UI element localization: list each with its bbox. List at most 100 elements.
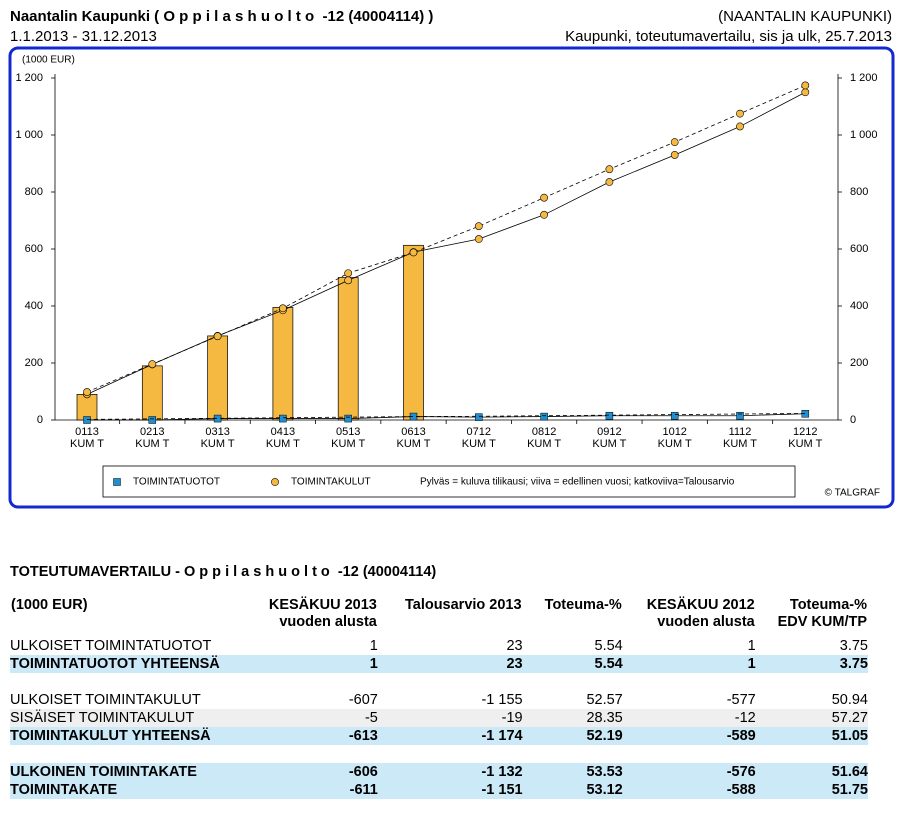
column-header: Toteuma-% EDV KUM/TP (756, 596, 868, 637)
bar (337, 277, 359, 421)
y-tick-label: 1 200 (15, 72, 43, 84)
x-tick-label: 0213 (140, 426, 164, 438)
y2-tick-label: 200 (850, 357, 868, 369)
point (801, 88, 810, 97)
point (148, 416, 157, 424)
chart-frame (8, 46, 895, 509)
bar (272, 307, 294, 421)
cell: -613 (256, 727, 378, 745)
point (148, 360, 157, 369)
column-header: KESÄKUU 2012 vuoden alusta (623, 596, 756, 637)
table: (1000 EUR) KESÄKUU 2013 vuoden alusta Talou… (10, 596, 868, 799)
point (279, 414, 287, 423)
header-text: Talousarvio 2013 (404, 597, 522, 613)
legend-marker (271, 478, 279, 486)
cell: 1 (747, 638, 756, 654)
cell: 28.35 (522, 709, 623, 727)
chart: (1000 EUR) Pylväs = kuluva tilikausi; vi… (8, 46, 895, 509)
x-tick-unit: KUM T (658, 438, 692, 450)
x-tick-unit: KUM T (462, 438, 496, 450)
point (605, 178, 614, 186)
column-header: KESÄKUU 2013 vuoden alusta (257, 596, 378, 637)
x-tick-label: 0712 (467, 426, 491, 438)
cell: 1 (622, 655, 756, 673)
cell: 23 (506, 638, 523, 654)
header-text: Toteuma-% (544, 597, 622, 613)
column-header: (1000 EUR) (10, 596, 257, 637)
point (605, 165, 614, 174)
point (605, 411, 614, 420)
point (736, 411, 744, 420)
cell: TOIMINTATUOTOT YHTEENSÄ (10, 655, 257, 673)
report-period: 1.1.2013 - 31.12.2013 (10, 28, 157, 45)
cell: -19 (377, 709, 523, 727)
cell: -606 (256, 763, 378, 781)
point (344, 414, 352, 423)
cell: -5 (256, 709, 378, 727)
x-tick-unit: KUM T (201, 438, 235, 450)
x-tick-unit: KUM T (527, 438, 561, 450)
header-text: vuoden alusta (279, 614, 377, 630)
header-text: (1000 EUR) (11, 597, 88, 613)
table-row: TOIMINTATUOTOT YHTEENSÄ 1 23 5.54 1 3.75 (10, 655, 868, 673)
cell: 51.64 (755, 763, 868, 781)
cell: -1 155 (481, 692, 523, 708)
cell: 53.12 (522, 781, 623, 799)
x-tick-label: 0812 (532, 426, 556, 438)
x-tick-unit: KUM T (592, 438, 626, 450)
point (474, 222, 483, 231)
table-row: SISÄISET TOIMINTAKULUT -5 -19 28.35 -12 57.27 (10, 709, 868, 727)
cell: 52.19 (522, 727, 623, 745)
y-tick-label: 0 (37, 414, 43, 426)
cell: 53.53 (522, 763, 623, 781)
x-tick-unit: KUM T (788, 438, 822, 450)
y2-tick-label: 1 200 (850, 72, 878, 84)
x-tick-label: 0113 (75, 426, 99, 438)
cell: 51.05 (755, 727, 868, 745)
x-tick-label: 1012 (662, 426, 686, 438)
bar (403, 244, 424, 421)
y2-tick-label: 800 (850, 186, 868, 198)
y2-tick-label: 600 (850, 243, 868, 255)
y2-tick-label: 0 (850, 414, 856, 426)
header-text: EDV KUM/TP (777, 614, 867, 630)
cell: -588 (622, 781, 756, 799)
y2-tick-label: 1 000 (850, 129, 878, 141)
x-tick-label: 0613 (401, 426, 425, 438)
header-text: vuoden alusta (657, 614, 755, 630)
x-tick-unit: KUM T (70, 438, 104, 450)
header-text: Toteuma-% (789, 597, 867, 613)
header-text: KESÄKUU 2012 (646, 597, 755, 613)
point (670, 411, 679, 420)
point (670, 138, 679, 147)
cell: 3.75 (839, 638, 868, 654)
point (344, 276, 353, 285)
cell: TOIMINTAKULUT YHTEENSÄ (10, 727, 257, 745)
legend-label: TOIMINTAKULUT (291, 477, 371, 488)
x-tick-unit: KUM T (723, 438, 757, 450)
line (86, 85, 806, 393)
cell: TOIMINTAKATE (10, 781, 257, 799)
point (83, 388, 91, 396)
table-row: ULKOISET TOIMINTAKULUT -607 -1 155 52.57 -57… (10, 691, 868, 709)
cell: 3.75 (755, 655, 868, 673)
cell: -12 (622, 709, 756, 727)
point (736, 109, 744, 118)
spacer-row (10, 745, 868, 763)
column-header: Toteuma-% (523, 596, 623, 637)
x-tick-label: 0912 (597, 426, 621, 438)
point (409, 248, 418, 257)
y-tick-label: 400 (25, 300, 43, 312)
y-tick-label: 200 (25, 357, 43, 369)
legend-marker (113, 478, 121, 486)
cell: ULKOINEN TOIMINTAKATE (10, 763, 257, 781)
spacer-row (10, 673, 868, 691)
cell: 1 (369, 638, 378, 654)
x-tick-label: 0313 (205, 426, 229, 438)
cell: 52.57 (586, 692, 623, 708)
bar (207, 335, 228, 421)
point (344, 269, 353, 278)
cell: -1 174 (377, 727, 523, 745)
x-tick-unit: KUM T (396, 438, 430, 450)
